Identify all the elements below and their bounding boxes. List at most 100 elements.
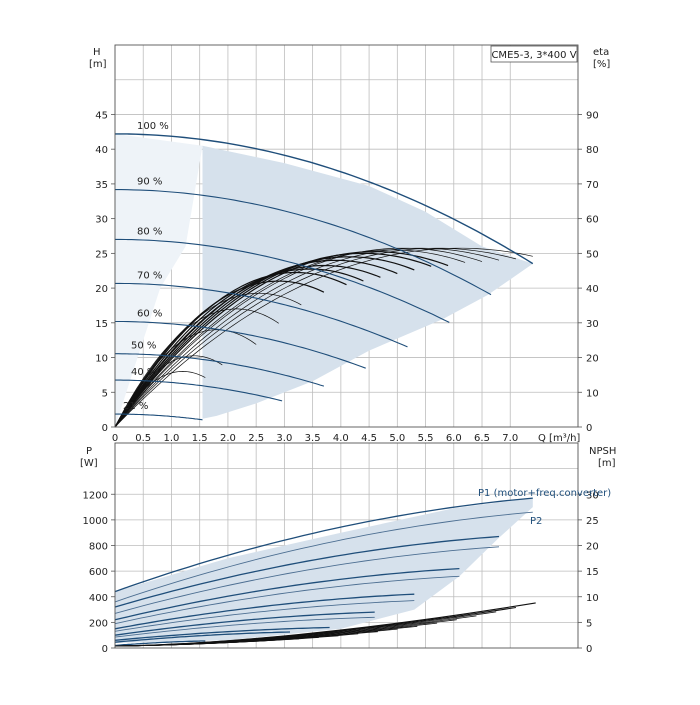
- power-curve-1: [114, 511, 533, 603]
- p1-series-label: P1 (motor+freq.converter): [478, 488, 611, 499]
- head-y-ticks: 0 5 10 15 20 25 30 35 40 45: [95, 110, 115, 434]
- head-curve-label-1: 90 %: [137, 177, 162, 188]
- npsh-tick-0: 0: [586, 644, 592, 655]
- q-tick-1: 0.5: [135, 433, 151, 444]
- power-curve-7: [114, 600, 415, 632]
- q-tick-5: 2.5: [248, 433, 264, 444]
- eta-tick-50: 50: [586, 249, 599, 260]
- head-curve-60pct: [115, 320, 366, 369]
- head-curve-label-4: 60 %: [137, 308, 162, 319]
- power-axis-label: P: [86, 446, 92, 457]
- power-tick-1000: 1000: [83, 516, 108, 527]
- head-curve-label-5: 50 %: [131, 341, 156, 352]
- power-npsh-chart: 0 200 400 600 800 1000 1200 0 5 10 15 20 25 30 P [W]…: [80, 442, 616, 655]
- pump-model-badge-text: CME5-3, 3*400 V: [491, 50, 576, 61]
- npsh-tick-15: 15: [586, 567, 599, 578]
- head-tick-40: 40: [95, 145, 108, 156]
- power-tick-200: 200: [89, 618, 108, 629]
- npsh-curve-15: [114, 640, 240, 647]
- npsh-tick-25: 25: [586, 516, 599, 527]
- head-tick-0: 0: [102, 423, 108, 434]
- head-tick-20: 20: [95, 284, 108, 295]
- npsh-tick-30: 30: [586, 490, 599, 501]
- q-tick-9: 4.5: [361, 433, 377, 444]
- power-tick-0: 0: [102, 644, 108, 655]
- head-curve-50pct: [115, 353, 325, 387]
- efficiency-curve-11: [114, 271, 347, 428]
- power-curve-5: [114, 575, 460, 625]
- eta-tick-10: 10: [586, 388, 599, 399]
- power-curve-10: [114, 626, 330, 641]
- q-x-ticks: 0 0.5 1.0 1.5 2.0 2.5 3.0 3.5 4.0 4.5 5.0 5.5 6.0 6.5…: [112, 433, 518, 444]
- eta-tick-30: 30: [586, 319, 599, 330]
- efficiency-curve-1: [114, 247, 516, 428]
- head-efficiency-chart: 100 % 90 % 80 % 70 % 60 % 50 % 40 % 21 % 0 5 10 15…: [89, 44, 610, 444]
- head-curve-21pct: [115, 413, 203, 421]
- head-tick-5: 5: [102, 388, 108, 399]
- npsh-tick-10: 10: [586, 593, 599, 604]
- npsh-tick-20: 20: [586, 542, 599, 553]
- npsh-axis-label: NPSH: [589, 446, 616, 457]
- q-tick-3: 1.5: [192, 433, 208, 444]
- efficiency-curve-17: [114, 371, 206, 428]
- efficiency-curves: [114, 247, 533, 428]
- efficiency-curve-4: [114, 249, 466, 428]
- q-tick-6: 3.0: [276, 433, 292, 444]
- q-tick-11: 5.5: [418, 433, 434, 444]
- p2-series-label: P2: [530, 516, 542, 527]
- eta-tick-0: 0: [586, 423, 592, 434]
- head-curve-40pct: [115, 379, 283, 402]
- q-tick-13: 6.5: [474, 433, 490, 444]
- eta-y-ticks: 0 10 20 30 40 50 60 70 80 90: [578, 110, 599, 434]
- power-curve-8: [114, 611, 375, 636]
- efficiency-curve-14: [114, 308, 279, 428]
- head-curve-label-3: 70 %: [137, 270, 162, 281]
- eta-tick-70: 70: [586, 180, 599, 191]
- head-tick-25: 25: [95, 249, 108, 260]
- npsh-curves: [114, 602, 536, 647]
- power-curve-9: [114, 616, 375, 638]
- power-curve-12: [114, 640, 206, 647]
- power-curve-6: [114, 593, 415, 630]
- head-curve-label-6: 40 %: [131, 367, 156, 378]
- power-curve-3: [114, 546, 500, 614]
- q-tick-10: 5.0: [389, 433, 405, 444]
- npsh-y-ticks: 0 5 10 15 20 25 30: [578, 490, 599, 655]
- power-curves: [114, 497, 533, 647]
- head-axis-unit: [m]: [89, 59, 107, 70]
- eta-axis-unit: [%]: [593, 59, 610, 70]
- head-curve-70pct: [115, 282, 408, 348]
- power-tick-800: 800: [89, 542, 108, 553]
- npsh-axis-unit: [m]: [598, 458, 616, 469]
- efficiency-curve-16: [114, 355, 223, 428]
- head-tick-45: 45: [95, 110, 108, 121]
- head-axis-label: H: [93, 47, 101, 58]
- operating-area: [202, 145, 533, 419]
- efficiency-curve-13: [114, 292, 302, 428]
- npsh-tick-5: 5: [586, 618, 592, 629]
- efficiency-curve-6: [114, 252, 432, 428]
- q-tick-0: 0: [112, 433, 118, 444]
- power-curve-4: [114, 567, 460, 621]
- head-plot-frame: [114, 44, 579, 428]
- head-curve-label-0: 100 %: [137, 121, 169, 132]
- head-curves: [115, 133, 534, 421]
- power-area: [115, 498, 533, 643]
- q-tick-8: 4.0: [333, 433, 349, 444]
- power-curve-0: [114, 497, 533, 593]
- head-curve-100pct: [115, 133, 534, 265]
- eta-tick-90: 90: [586, 110, 599, 121]
- power-tick-600: 600: [89, 567, 108, 578]
- q-tick-12: 6.0: [446, 433, 462, 444]
- q-tick-2: 1.0: [164, 433, 180, 444]
- q-tick-4: 2.0: [220, 433, 236, 444]
- head-tick-15: 15: [95, 319, 108, 330]
- q-tick-14: 7.0: [502, 433, 518, 444]
- head-curve-label-7: 21 %: [123, 401, 148, 412]
- efficiency-curve-5: [114, 250, 449, 428]
- q-tick-7: 3.5: [305, 433, 321, 444]
- eta-tick-20: 20: [586, 354, 599, 365]
- eta-tick-40: 40: [586, 284, 599, 295]
